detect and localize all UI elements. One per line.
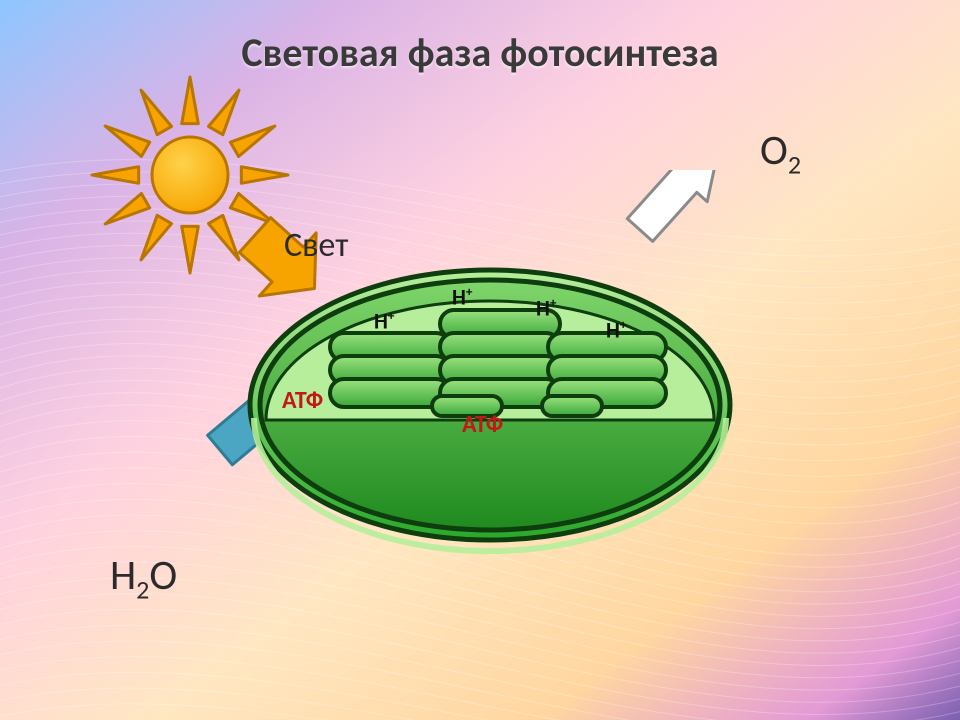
label-water-sub: 2 [136, 573, 149, 605]
atp-label: АТФ [462, 410, 503, 439]
label-water-h: H [110, 550, 136, 601]
atp-label: АТФ [282, 386, 323, 415]
hplus-label: Н+ [536, 294, 556, 321]
label-oxygen-o: О [760, 125, 788, 176]
hplus-label: Н+ [374, 307, 394, 334]
label-oxygen-sub: 2 [788, 148, 801, 180]
hplus-label: Н+ [606, 316, 626, 343]
label-water-o: О [149, 550, 177, 601]
hplus-label: Н+ [452, 283, 472, 310]
label-oxygen: О2 [760, 125, 801, 180]
label-water: H2О [110, 550, 177, 605]
page-title: Световая фаза фотосинтеза [0, 28, 960, 77]
diagram-stage: Световая фаза фотосинтеза Свет H2О О2 АТ… [0, 0, 960, 720]
label-light: Свет [284, 225, 348, 266]
